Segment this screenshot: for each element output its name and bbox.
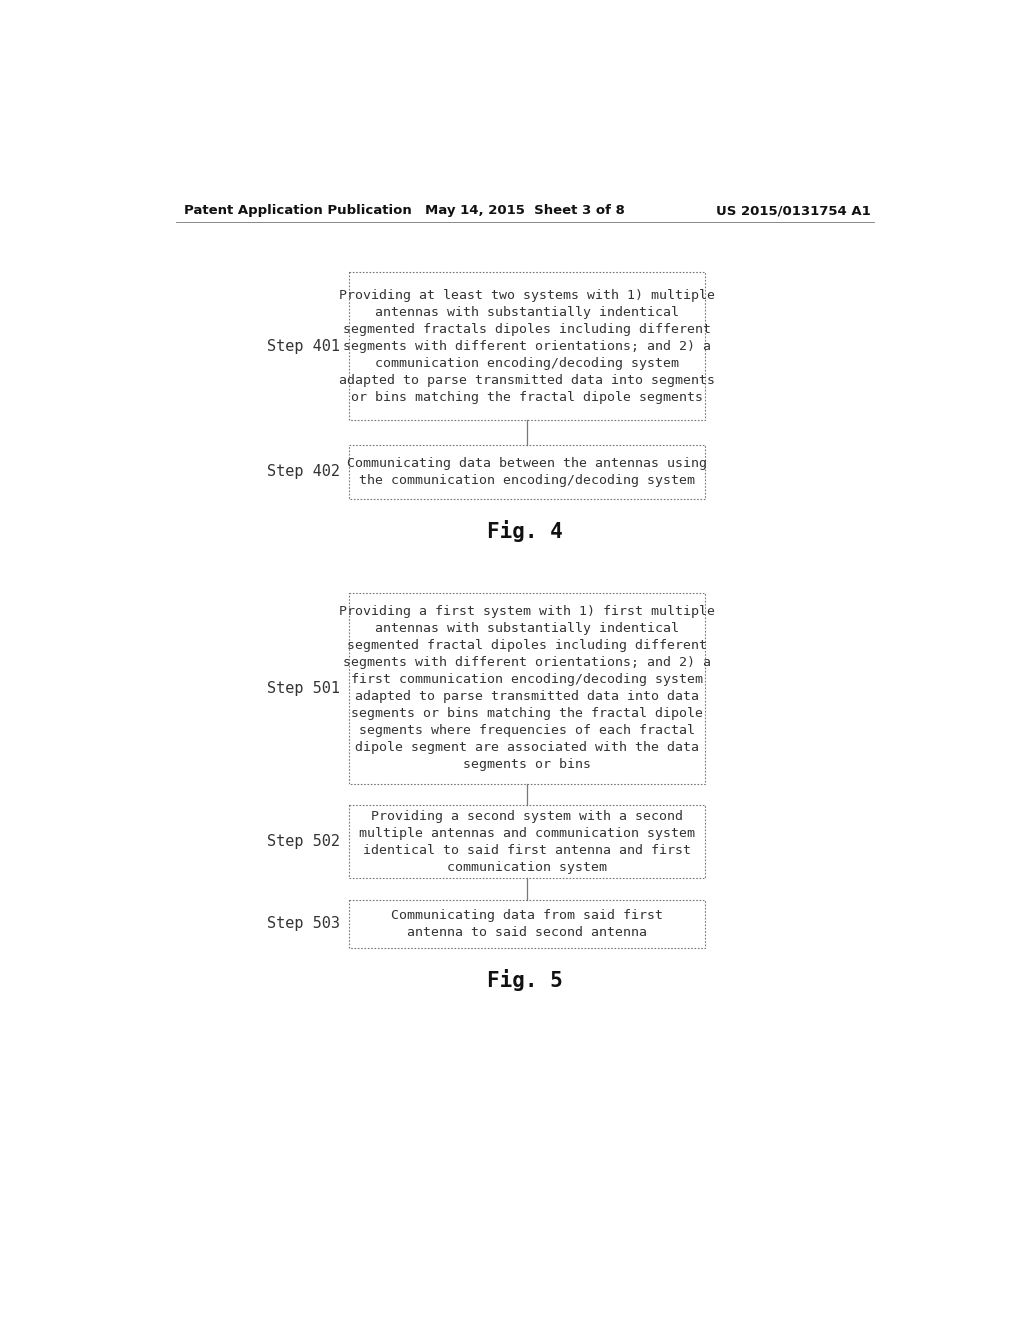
Text: Step 501: Step 501 — [266, 681, 340, 696]
Text: May 14, 2015  Sheet 3 of 8: May 14, 2015 Sheet 3 of 8 — [425, 205, 625, 218]
Text: Patent Application Publication: Patent Application Publication — [183, 205, 412, 218]
Bar — [349, 805, 706, 878]
Text: US 2015/0131754 A1: US 2015/0131754 A1 — [716, 205, 870, 218]
Text: Fig. 4: Fig. 4 — [487, 520, 562, 543]
Text: Providing a second system with a second
multiple antennas and communication syst: Providing a second system with a second … — [359, 809, 695, 874]
Text: Communicating data from said first
antenna to said second antenna: Communicating data from said first anten… — [391, 908, 664, 939]
Bar — [349, 272, 706, 420]
Text: Providing a first system with 1) first multiple
antennas with substantially inde: Providing a first system with 1) first m… — [339, 605, 715, 771]
Text: Step 502: Step 502 — [266, 834, 340, 849]
Text: Step 402: Step 402 — [266, 465, 340, 479]
Bar — [349, 445, 706, 499]
Text: Providing at least two systems with 1) multiple
antennas with substantially inde: Providing at least two systems with 1) m… — [339, 289, 715, 404]
Text: Step 401: Step 401 — [266, 339, 340, 354]
Text: Fig. 5: Fig. 5 — [487, 969, 562, 991]
Text: Communicating data between the antennas using
the communication encoding/decodin: Communicating data between the antennas … — [347, 457, 708, 487]
Bar — [349, 900, 706, 948]
Bar — [349, 593, 706, 784]
Text: Step 503: Step 503 — [266, 916, 340, 932]
